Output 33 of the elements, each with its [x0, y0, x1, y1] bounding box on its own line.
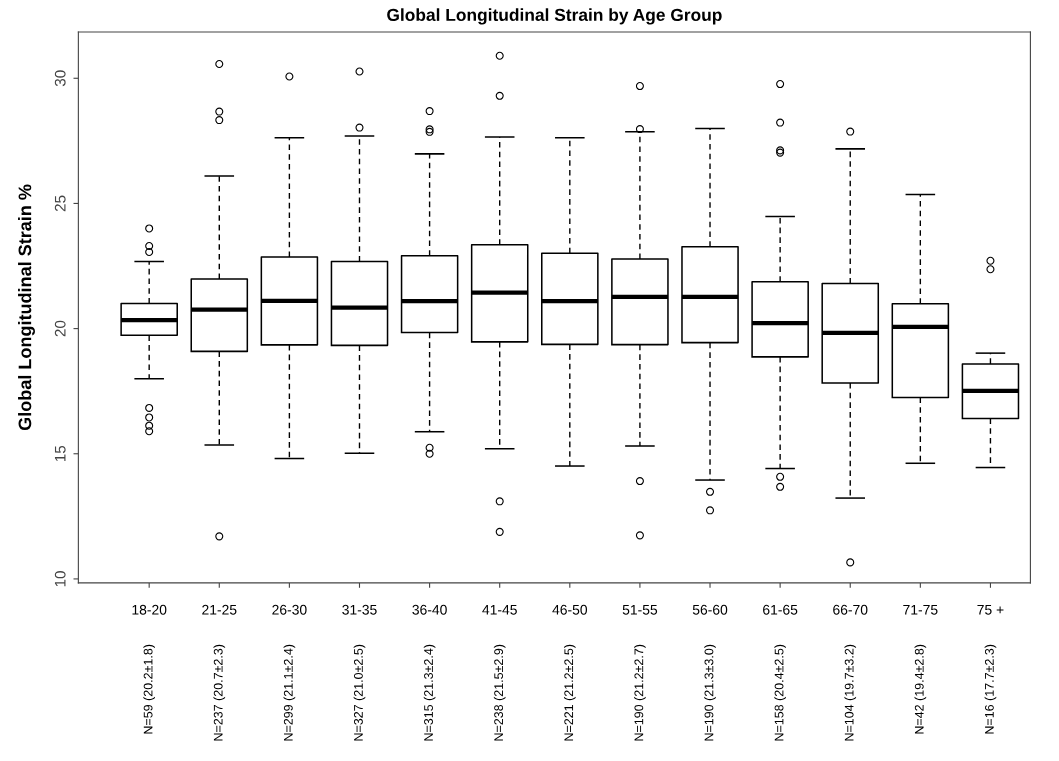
x-tick-label: 21-25: [202, 604, 237, 615]
text: N=104 (19.7±3.2): [844, 644, 857, 741]
x-tick-label: 46-50: [552, 604, 588, 615]
x-tick-label: 18-20: [132, 604, 167, 615]
y-tick-label: 25: [54, 195, 66, 212]
text: N=190 (21.3±3.0): [704, 644, 716, 741]
text: N=221 (21.2±2.5): [563, 644, 576, 741]
x-tick-label: 26-30: [272, 604, 307, 615]
x-tick-label: 61-65: [763, 604, 798, 615]
chart-title: Global Longitudinal Strain by Age Group: [387, 8, 722, 25]
y-tick-label: 10: [54, 571, 66, 587]
x-tick-label: 66-70: [833, 604, 868, 615]
text: N=299 (21.1±2.4): [283, 644, 296, 741]
x-tick-label: 75 +: [977, 604, 1004, 615]
y-tick-label: 20: [54, 320, 66, 337]
x-tick-label: 56-60: [692, 604, 728, 615]
text: N=158 (20.4±2.5): [774, 644, 786, 741]
y-tick-label: 15: [54, 445, 66, 462]
x-tick-label: 41-45: [482, 604, 517, 615]
text: N=42 (19.4±2.8): [914, 644, 927, 734]
text: N=237 (20.7±2.3): [213, 644, 226, 741]
x-tick-label: 31-35: [342, 604, 377, 615]
y-axis-title: Global Longitudinal Strain %: [18, 184, 35, 431]
x-tick-label: 36-40: [412, 604, 447, 615]
text: N=16 (17.7±2.3): [984, 644, 997, 734]
x-tick-label: 51-55: [622, 604, 658, 615]
text: N=59 (20.2±1.8): [143, 644, 155, 734]
text: N=190 (21.2±2.7): [634, 644, 646, 741]
text: N=315 (21.3±2.4): [423, 644, 436, 741]
x-tick-label: 71-75: [903, 604, 938, 615]
y-tick-label: 30: [54, 70, 66, 87]
text: N=327 (21.0±2.5): [353, 644, 366, 741]
text: N=238 (21.5±2.9): [493, 644, 506, 741]
